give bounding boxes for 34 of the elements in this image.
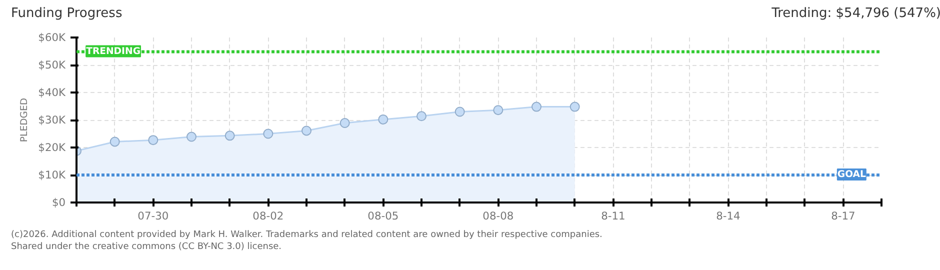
point [224, 130, 235, 140]
point [302, 125, 312, 136]
point [532, 101, 542, 112]
point [263, 128, 274, 138]
text: Shared under the creative commons (CC BY-NC 3.0) license. [11, 242, 282, 252]
point [493, 104, 504, 115]
point [186, 131, 196, 142]
point [340, 118, 350, 128]
x-tick-label: 8-11 [601, 209, 626, 222]
x-tick-label: 8-17 [831, 209, 856, 222]
point [416, 110, 426, 121]
chart-title: Funding Progress [11, 5, 122, 23]
x-tick-label: 07-30 [138, 209, 169, 222]
y-tick-label: $60K [38, 30, 67, 44]
y-tick-label: $40K [38, 86, 67, 99]
y-axis-title: PLEDGED [19, 97, 30, 142]
y-tick-label: $30K [38, 113, 67, 126]
ref-line-label: GOAL [837, 168, 866, 180]
point [378, 114, 388, 124]
point [570, 101, 580, 112]
point [454, 106, 465, 116]
x-tick-label: 08-08 [482, 209, 514, 222]
y-tick-label: $20K [38, 140, 67, 154]
y-tick-label: $0 [52, 196, 66, 209]
point [110, 136, 120, 146]
text: Trending: $54,796 (547%) [772, 5, 940, 23]
y-tick-label: $10K [38, 168, 67, 182]
point [148, 134, 158, 145]
y-tick-label: $50K [38, 58, 67, 72]
x-tick-label: 8-14 [716, 209, 740, 222]
x-tick-label: 08-05 [368, 209, 399, 222]
text: (c)2026. Additional content provided by Mark H. Walker. Trademarks and related content are owned by their respective companies. [11, 230, 602, 240]
ref-line-label: TRENDING [86, 45, 140, 56]
x-tick-label: 08-02 [252, 209, 284, 222]
